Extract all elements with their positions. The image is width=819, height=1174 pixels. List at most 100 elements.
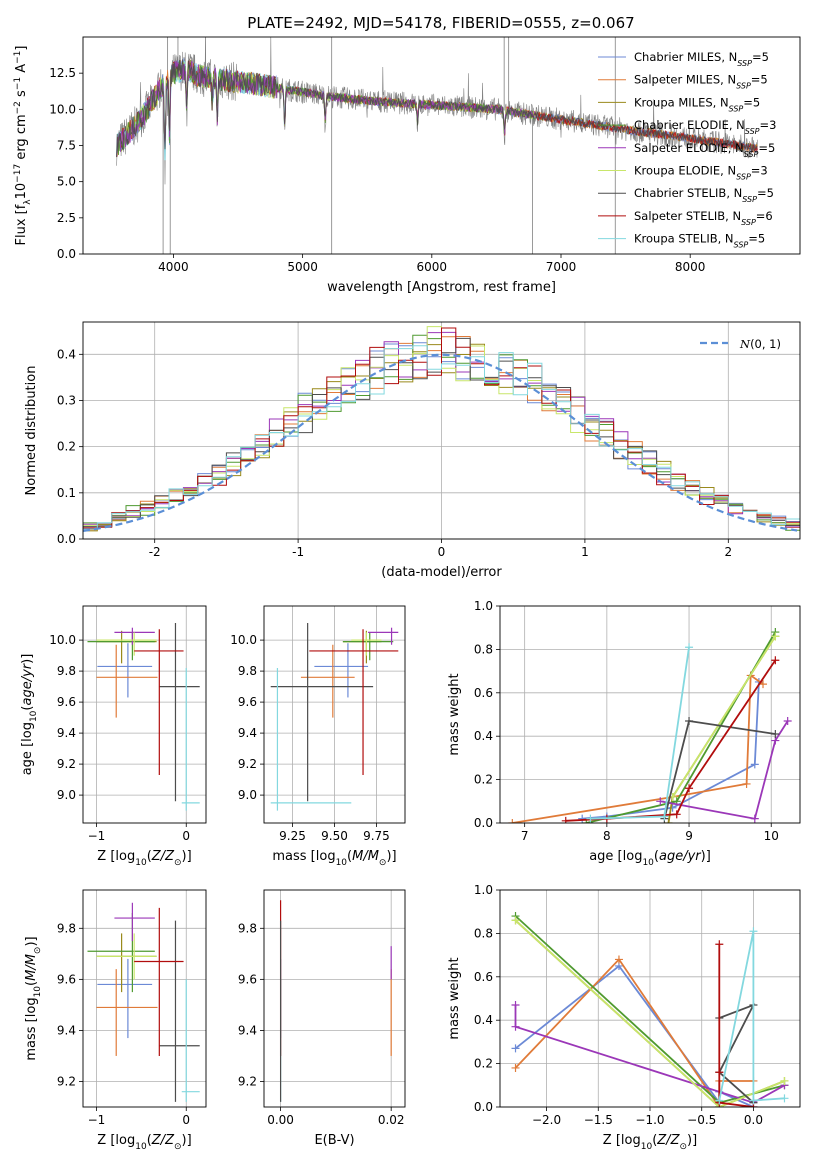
age_vs_mass-points (270, 623, 399, 811)
mass_vs_ebv-points (279, 900, 392, 1102)
x-tick-label: 4000 (158, 260, 189, 274)
legend-entry: Chabrier MILES, NSSP=5 (634, 50, 769, 68)
weight-marker-chabrier_miles (668, 803, 677, 812)
y-tick-label: 10.0 (49, 633, 76, 647)
weight-marker-salpeter_elodie (656, 797, 665, 806)
x-tick-label: -1 (292, 545, 304, 559)
weight-line-kroupa_stelib (718, 931, 785, 1102)
weight-marker-kroupa_miles (664, 819, 673, 823)
weight-marker-kroupa_stelib (780, 1094, 789, 1103)
y-tick-label: 0.6 (474, 970, 493, 984)
mass_weight_vs_Z-series (511, 912, 789, 1107)
legend-entry: Kroupa ELODIE, NSSP=3 (634, 164, 768, 182)
weight-marker-chabrier_stelib (771, 730, 780, 739)
x-tick-label: 10 (764, 829, 779, 843)
weight-line-kroupa_elodie (514, 919, 785, 1107)
weight-marker-kroupa_elodie (771, 632, 780, 641)
legend-entry: Chabrier STELIB, NSSP=5 (634, 186, 774, 204)
legend-entry: Kroupa STELIB, NSSP=5 (634, 232, 765, 250)
weight-marker-kroupa_stelib (715, 1096, 724, 1105)
y-tick-label: 12.5 (49, 66, 76, 80)
age_vs_Z-ylabel: age [log10(age/yr)] (20, 654, 39, 776)
weight-line-kroupa_elodie (671, 635, 777, 798)
y-tick-label: 7.5 (57, 139, 76, 153)
x-tick-label: 8000 (675, 260, 706, 274)
spectrum-legend: Chabrier MILES, NSSP=5 Salpeter MILES, NS… (598, 50, 776, 249)
y-tick-label: 9.4 (238, 1023, 257, 1037)
weight-marker-salpeter_elodie (750, 814, 759, 823)
histogram-salpeter_stelib (83, 327, 800, 539)
y-tick-label: 0.4 (474, 729, 493, 743)
weight-marker-kroupa_stelib (749, 1096, 758, 1105)
residuals-axes: -2 -1 0 1 2 0.0 0.1 0.2 0.3 0.4 (57, 322, 800, 559)
x-tick-label: 9.25 (279, 829, 306, 843)
residual-legend: N(0, 1) (700, 337, 781, 351)
model-spectrum-chabrier_stelib (116, 59, 758, 158)
y-tick-label: 9.2 (238, 757, 257, 771)
weight-marker-salpeter_miles (742, 779, 751, 788)
weight-marker-salpeter_stelib (715, 1068, 724, 1077)
weight-marker-chabrier_miles (511, 1044, 520, 1053)
y-tick-label: 0.0 (57, 532, 76, 546)
y-tick-label: 0.4 (57, 347, 76, 361)
x-tick-label: −1.5 (584, 1113, 613, 1127)
y-tick-label: 5.0 (57, 175, 76, 189)
y-tick-label: 9.4 (238, 726, 257, 740)
histogram-kroupa_stelib (83, 345, 800, 539)
weight-marker-salpeter_stelib (672, 810, 681, 819)
legend-entry: N(0, 1) (739, 337, 781, 351)
y-tick-label: 0.3 (57, 393, 76, 407)
weight-marker-salpeter_stelib (715, 940, 724, 949)
weight-marker-salpeter_elodie (511, 1001, 520, 1010)
weight-line-salpeter_stelib (718, 944, 754, 1107)
y-tick-label: 0.6 (474, 686, 493, 700)
weight-marker-kroupa_stelib (749, 927, 758, 936)
y-tick-label: 0.8 (474, 926, 493, 940)
y-tick-label: 9.6 (57, 695, 76, 709)
weight-marker-kroupa_elodie (780, 1076, 789, 1085)
x-tick-label: 0 (182, 829, 190, 843)
weight-marker-salpeter_miles (508, 819, 517, 823)
residuals-xlabel: (data-model)/error (381, 565, 502, 580)
weight-marker-salpeter_miles (511, 1063, 520, 1072)
x-tick-label: −0.5 (687, 1113, 716, 1127)
mass_weight_vs_age-frame (499, 605, 801, 824)
mass_vs_Z-points (87, 902, 200, 1102)
mass_weight_vs_Z-xlabel: Z [log10(Z/Z⊙)] (603, 1133, 697, 1152)
x-tick-label: 9 (685, 829, 693, 843)
age_vs_mass-xlabel: mass [log10(M/M⊙)] (272, 849, 396, 868)
residual-histograms (83, 326, 800, 539)
legend-entry: Salpeter STELIB, NSSP=6 (634, 209, 773, 227)
weight-marker-salpeter_elodie (511, 1022, 520, 1031)
mass_vs_ebv-axes: 0.00 0.02 9.2 9.4 9.6 9.8 (238, 890, 405, 1127)
y-tick-label: 0.8 (474, 642, 493, 656)
y-tick-label: 0.0 (474, 1100, 493, 1114)
y-tick-label: 9.2 (57, 1074, 76, 1088)
weight-marker-kroupa_stelib (586, 814, 595, 823)
x-tick-label: 0.00 (267, 1113, 294, 1127)
weight-marker-salpeter_stelib (771, 656, 780, 665)
mass_vs_ebv-xlabel: E(B-V) (314, 1133, 354, 1148)
weight-marker-chabrier_miles (578, 814, 587, 823)
spectrum-frame (82, 36, 801, 255)
y-tick-label: 9.6 (238, 695, 257, 709)
y-tick-label: 0.1 (57, 486, 76, 500)
y-tick-label: 0.0 (474, 816, 493, 830)
mass_weight_vs_age-series (508, 628, 792, 823)
y-tick-label: 2.5 (57, 211, 76, 225)
residuals-frame (82, 321, 801, 540)
residuals-ylabel: Normed distribution (24, 366, 39, 496)
figure-title: PLATE=2492, MJD=54178, FIBERID=0555, z=0… (247, 14, 634, 32)
age_vs_Z-points (87, 623, 200, 811)
y-tick-label: 9.2 (238, 1074, 257, 1088)
normal-reference-curve (83, 353, 798, 532)
y-tick-label: 1.0 (474, 599, 493, 613)
y-tick-label: 9.4 (57, 726, 76, 740)
y-tick-label: 9.0 (57, 788, 76, 802)
y-tick-label: 0.4 (474, 1013, 493, 1027)
y-tick-label: 9.8 (57, 921, 76, 935)
x-tick-label: 0.02 (378, 1113, 405, 1127)
age_vs_Z-xlabel: Z [log10(Z/Z⊙)] (97, 849, 191, 868)
x-tick-label: 0.0 (744, 1113, 763, 1127)
x-tick-label: 7 (521, 829, 529, 843)
